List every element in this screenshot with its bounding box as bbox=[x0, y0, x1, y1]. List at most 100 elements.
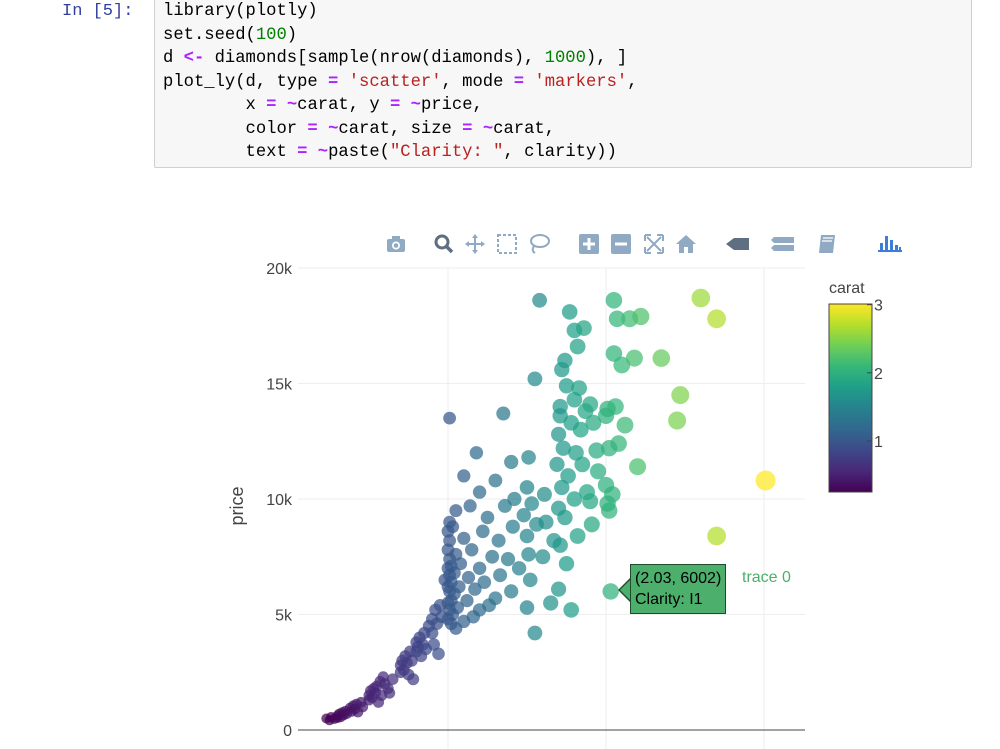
data-point bbox=[616, 416, 634, 434]
code-token: = bbox=[389, 96, 401, 115]
code-token: set.seed( bbox=[163, 25, 256, 45]
code-line: x = ~carat, y = ~price, bbox=[163, 96, 483, 115]
data-point bbox=[519, 528, 535, 544]
data-point bbox=[491, 533, 506, 548]
data-point bbox=[452, 580, 466, 594]
data-point bbox=[707, 526, 726, 546]
closest-hover-icon[interactable] bbox=[816, 232, 840, 256]
code-token: = bbox=[297, 143, 308, 162]
data-point bbox=[560, 468, 576, 484]
data-point bbox=[507, 491, 522, 507]
data-point bbox=[536, 486, 552, 502]
code-token: = bbox=[328, 72, 339, 92]
data-point bbox=[527, 371, 543, 387]
data-point bbox=[427, 638, 440, 651]
data-point bbox=[383, 687, 396, 699]
data-point bbox=[432, 647, 445, 661]
box-select-icon[interactable] bbox=[495, 232, 519, 256]
data-point bbox=[590, 463, 607, 480]
data-point bbox=[601, 502, 618, 519]
hover-arrow-fill bbox=[620, 579, 631, 601]
data-point bbox=[386, 673, 399, 685]
zoom-out-icon[interactable] bbox=[609, 232, 633, 256]
plotly-logo-icon[interactable] bbox=[876, 232, 908, 256]
code-token: library(plotly) bbox=[163, 2, 318, 21]
data-point bbox=[521, 450, 536, 465]
data-point bbox=[566, 491, 583, 507]
code-token: = bbox=[513, 72, 525, 92]
code-line: color = ~carat, size = ~carat, bbox=[163, 119, 556, 139]
data-point bbox=[551, 581, 567, 597]
code-token: ~ bbox=[482, 119, 494, 139]
data-point bbox=[472, 561, 487, 575]
y-axis-title: price bbox=[227, 486, 247, 525]
data-point bbox=[588, 442, 605, 459]
cell-prompt: In [5]: bbox=[62, 2, 134, 21]
data-point bbox=[457, 531, 471, 545]
code-editor[interactable]: library(plotly) set.seed(100) d <- diamo… bbox=[163, 0, 638, 165]
code-token: 100 bbox=[255, 25, 287, 45]
data-point bbox=[549, 456, 565, 472]
data-point bbox=[461, 570, 476, 585]
data-point bbox=[504, 454, 519, 470]
data-point bbox=[460, 594, 474, 608]
data-point bbox=[451, 601, 464, 615]
data-point bbox=[585, 414, 602, 431]
hover-coords: (2.03, 6002) bbox=[635, 570, 722, 587]
code-token: = bbox=[307, 119, 318, 139]
data-point bbox=[551, 426, 567, 442]
data-point bbox=[504, 584, 519, 599]
data-point bbox=[426, 626, 439, 640]
data-point bbox=[632, 307, 650, 326]
data-point bbox=[454, 557, 468, 571]
code-token: diamonds[sample(nrow(diamonds), bbox=[204, 49, 545, 68]
data-point bbox=[554, 479, 570, 496]
code-token: ~ bbox=[328, 119, 339, 139]
code-token: = bbox=[462, 119, 473, 139]
code-token: <- bbox=[183, 49, 205, 68]
data-point bbox=[496, 406, 511, 421]
spike-lines-icon[interactable] bbox=[725, 232, 761, 256]
data-point bbox=[569, 338, 586, 355]
data-point bbox=[446, 520, 460, 534]
data-point bbox=[488, 591, 503, 606]
data-point bbox=[572, 421, 589, 438]
data-point bbox=[625, 349, 643, 367]
y-tick-label: 20k bbox=[266, 261, 293, 278]
pan-icon[interactable] bbox=[463, 232, 487, 256]
data-point bbox=[469, 446, 484, 460]
data-point bbox=[613, 356, 631, 374]
data-point bbox=[527, 625, 543, 641]
data-point bbox=[443, 534, 456, 547]
data-point bbox=[468, 582, 482, 596]
data-point bbox=[357, 701, 369, 713]
autoscale-icon[interactable] bbox=[642, 232, 666, 256]
colorbar-tick-label: 2 bbox=[874, 366, 883, 383]
data-point bbox=[472, 485, 487, 499]
colorbar-tick-label: 1 bbox=[874, 434, 883, 451]
data-point bbox=[457, 469, 471, 483]
data-point bbox=[691, 288, 711, 308]
code-token: plot_ly(d, type bbox=[163, 72, 329, 92]
hover-text: Clarity: I1 bbox=[635, 591, 703, 608]
reset-axes-icon[interactable] bbox=[674, 232, 698, 256]
data-point bbox=[558, 378, 575, 394]
camera-icon[interactable] bbox=[384, 232, 408, 256]
code-token: ), ] bbox=[585, 49, 628, 68]
data-point bbox=[610, 435, 627, 452]
code-cell[interactable]: library(plotly) set.seed(100) d <- diamo… bbox=[154, 0, 972, 168]
data-point bbox=[568, 445, 584, 461]
zoom-in-icon[interactable] bbox=[577, 232, 601, 256]
data-point bbox=[563, 602, 579, 618]
y-tick-label: 10k bbox=[266, 492, 293, 509]
colorbar: carat 1 2 3 bbox=[828, 280, 883, 493]
data-point bbox=[558, 556, 575, 572]
lasso-icon[interactable] bbox=[527, 232, 551, 256]
compare-hover-icon[interactable] bbox=[770, 232, 794, 256]
data-point bbox=[476, 524, 490, 539]
data-point bbox=[557, 509, 573, 526]
data-point bbox=[605, 292, 623, 309]
zoom-icon[interactable] bbox=[432, 232, 456, 256]
code-line: d <- diamonds[sample(nrow(diamonds), 100… bbox=[163, 49, 627, 68]
